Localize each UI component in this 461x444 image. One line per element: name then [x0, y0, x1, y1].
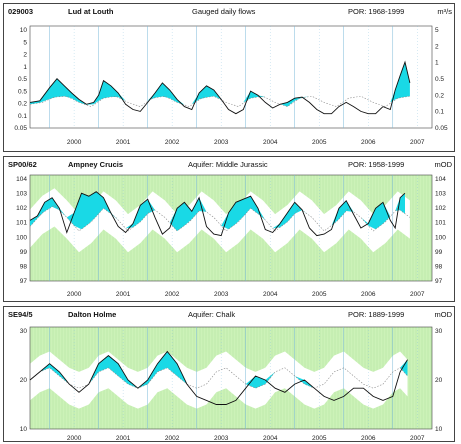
y-tick-label-right: 0.05: [435, 125, 448, 132]
y-tick-label-right: 30: [435, 328, 443, 335]
groundwater-chart-svg: 2000 2001 2002 2003 2004 2005 2006 2007 104 103 10…: [16, 174, 446, 298]
typical-range-envelope: [30, 351, 408, 409]
x-tick-label: 2005: [312, 291, 327, 298]
y-tick-label-right: 103: [435, 191, 446, 198]
y-tick-label-left: 99: [20, 249, 28, 256]
y-tick-label-left: 97: [20, 278, 28, 285]
y-tick-label-left: 1: [23, 64, 27, 71]
x-tick-label: 2006: [361, 139, 376, 146]
above-average-fill: [39, 351, 408, 389]
x-tick-label: 2000: [67, 139, 82, 146]
x-tick-label: 2001: [116, 435, 131, 441]
chart-subtitle: Gauged daily flows: [192, 7, 256, 16]
panel-header: 029003 Lud at Louth Gauged daily flows P…: [4, 4, 454, 18]
unit-label: mOD: [434, 160, 453, 169]
long-term-average-line: [29, 95, 410, 107]
panel-lud-at-louth: 029003 Lud at Louth Gauged daily flows P…: [3, 3, 455, 152]
panel-ampney-crucis: SP00/62 Ampney Crucis Aquifer: Middle Ju…: [3, 156, 455, 302]
x-tick-label: 2003: [214, 435, 229, 441]
x-tick-label: 2003: [214, 291, 229, 298]
observed-series-line: [29, 191, 406, 237]
y-tick-label-right: 20: [435, 377, 443, 384]
site-code: SP00/62: [8, 160, 37, 169]
y-tick-label-left: 0.1: [18, 113, 27, 120]
x-tick-label: 2002: [165, 435, 180, 441]
y-tick-label-left: 103: [16, 191, 27, 198]
y-tick-label-left: 5: [23, 39, 27, 46]
y-tick-label-right: 101: [435, 220, 446, 227]
y-tick-label-left: 10: [20, 27, 28, 34]
x-tick-label: 2001: [116, 291, 131, 298]
panel-header: SE94/5 Dalton Holme Aquifer: Chalk POR: …: [4, 307, 454, 321]
y-tick-label-left: 0.05: [14, 125, 27, 132]
y-tick-label-left: 0.2: [18, 101, 27, 108]
x-tick-label: 2002: [165, 139, 180, 146]
y-tick-label-left: 102: [16, 205, 27, 212]
y-tick-label-right: 0.1: [435, 109, 444, 116]
y-tick-label-right: 102: [435, 205, 446, 212]
panel-dalton-holme: SE94/5 Dalton Holme Aquifer: Chalk POR: …: [3, 306, 455, 442]
plot-frame: [29, 174, 433, 282]
y-tick-label-left: 10: [20, 426, 28, 433]
x-tick-label: 2005: [312, 435, 327, 441]
y-tick-label-left: 20: [20, 377, 28, 384]
x-tick-label: 2000: [67, 291, 82, 298]
observed-series-line: [29, 350, 408, 405]
period-of-record: POR: 1958-1999: [348, 160, 405, 169]
y-tick-label-right: 98: [435, 263, 443, 270]
x-tick-label: 2006: [361, 435, 376, 441]
y-tick-label-left: 98: [20, 263, 28, 270]
y-tick-label-right: 5: [435, 27, 439, 34]
x-tick-label: 2000: [67, 435, 82, 441]
y-tick-label-left: 100: [16, 234, 27, 241]
x-tick-label: 2002: [165, 291, 180, 298]
y-tick-label-right: 0.2: [435, 92, 444, 99]
flow-chart-svg: 2000 2001 2002 2003 2004 2005 2006 2007 10 5 2 1 0.5…: [14, 25, 448, 146]
site-name: Lud at Louth: [68, 7, 114, 16]
chart-subtitle: Aquifer: Chalk: [188, 310, 236, 319]
y-tick-label-right: 10: [435, 426, 443, 433]
y-tick-label-right: 0.5: [435, 76, 444, 83]
x-tick-label: 2004: [263, 435, 278, 441]
site-name: Ampney Crucis: [68, 160, 124, 169]
plot-frame: [29, 326, 433, 430]
x-tick-label: 2007: [410, 435, 425, 441]
plot-frame: [29, 25, 433, 129]
chart-subtitle: Aquifer: Middle Jurassic: [188, 160, 268, 169]
y-tick-label-right: 1: [435, 60, 439, 67]
x-tick-label: 2003: [214, 139, 229, 146]
y-tick-label-right: 2: [435, 43, 439, 50]
x-tick-label: 2007: [410, 139, 425, 146]
y-tick-label-left: 0.5: [18, 76, 27, 83]
y-tick-label-right: 104: [435, 176, 446, 183]
x-tick-label: 2006: [361, 291, 376, 298]
site-code: SE94/5: [8, 310, 33, 319]
site-name: Dalton Holme: [68, 310, 117, 319]
observed-series-line: [29, 60, 411, 115]
x-tick-label: 2005: [312, 139, 327, 146]
unit-label: m³/s: [437, 7, 452, 16]
y-tick-label-left: 0.5: [18, 88, 27, 95]
groundwater-chart-svg: 2000 2001 2002 2003 2004 2005 2006 2007 30 20 10 30…: [20, 326, 443, 441]
typical-range-envelope: [30, 188, 410, 253]
period-of-record: POR: 1968-1999: [348, 7, 405, 16]
y-tick-label-left: 2: [23, 52, 27, 59]
above-average-fill: [30, 62, 410, 107]
y-tick-label-left: 101: [16, 220, 27, 227]
y-tick-label-right: 97: [435, 278, 443, 285]
x-tick-label: 2007: [410, 291, 425, 298]
site-code: 029003: [8, 7, 34, 16]
unit-label: mOD: [434, 310, 453, 319]
long-term-average-line: [29, 367, 408, 389]
x-tick-label: 2004: [263, 291, 278, 298]
period-of-record: POR: 1889-1999: [348, 310, 405, 319]
y-tick-label-left: 30: [20, 328, 28, 335]
y-tick-label-left: 104: [16, 176, 27, 183]
y-tick-label-right: 99: [435, 249, 443, 256]
panel-header: SP00/62 Ampney Crucis Aquifer: Middle Ju…: [4, 157, 454, 171]
x-tick-label: 2004: [263, 139, 278, 146]
x-tick-label: 2001: [116, 139, 131, 146]
y-tick-label-right: 100: [435, 234, 446, 241]
